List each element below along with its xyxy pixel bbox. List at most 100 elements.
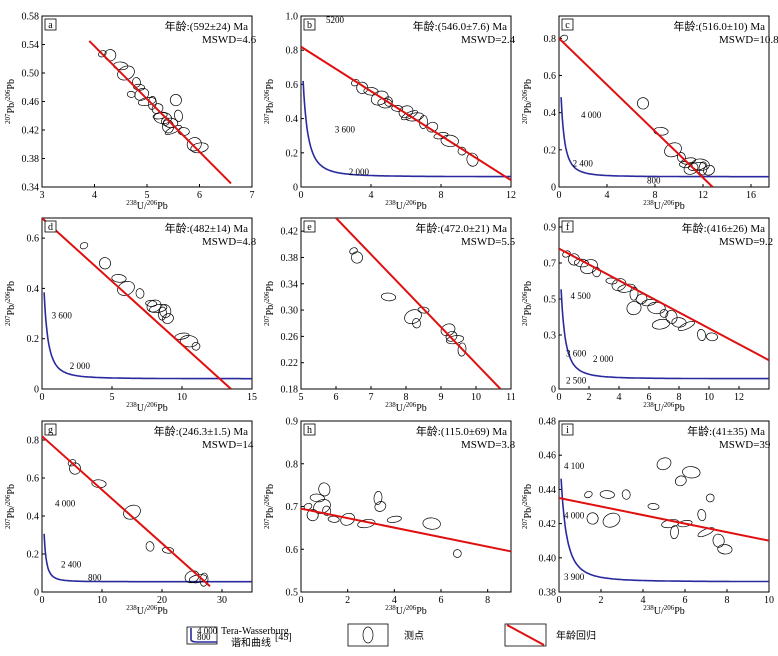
y-axis-label: 207Pb/206Pb bbox=[521, 79, 534, 124]
x-tick-label: 15 bbox=[247, 392, 257, 403]
x-tick-label: 0 bbox=[299, 595, 304, 606]
data-point-ellipse bbox=[691, 158, 710, 171]
plot-frame bbox=[558, 420, 770, 593]
data-point-ellipse bbox=[417, 306, 430, 314]
data-point-ellipse bbox=[374, 501, 387, 512]
y-tick-label: 0.2 bbox=[286, 148, 299, 159]
mswd-annotation: MSWD=3.8 bbox=[461, 439, 516, 451]
data-point-ellipse bbox=[303, 502, 313, 511]
y-tick-label: 0 bbox=[293, 183, 298, 194]
data-point-ellipse bbox=[674, 475, 687, 487]
concordia-curve bbox=[43, 292, 252, 380]
legend-concordia-subtitle: 谐和曲线 bbox=[231, 636, 271, 649]
plot-frame bbox=[300, 15, 512, 188]
data-point-ellipse bbox=[174, 109, 183, 122]
y-tick-label: 0.4 bbox=[27, 512, 40, 523]
data-point-ellipse bbox=[67, 459, 77, 467]
data-point-ellipse bbox=[322, 505, 332, 516]
concordia-age-label: 3 600 bbox=[566, 349, 587, 359]
x-tick-label: 12 bbox=[734, 392, 744, 403]
y-tick-label: 0.8 bbox=[286, 459, 299, 470]
y-tick-label: 0.4 bbox=[27, 284, 40, 295]
data-point-ellipse bbox=[373, 491, 383, 505]
panel-label-box bbox=[44, 18, 57, 31]
plot-frame bbox=[558, 15, 770, 188]
x-tick-label: 4 bbox=[605, 190, 610, 201]
y-tick-label: 0.6 bbox=[286, 545, 299, 556]
data-point-ellipse bbox=[682, 466, 701, 479]
regression-line bbox=[335, 218, 502, 389]
data-point-ellipse bbox=[602, 512, 621, 528]
y-tick-label: 0.2 bbox=[27, 550, 40, 561]
legend-regression-label: 年龄回归 bbox=[556, 629, 596, 642]
panel-label: d bbox=[48, 222, 53, 233]
x-tick-label: 8 bbox=[485, 595, 490, 606]
x-tick-label: 12 bbox=[506, 190, 516, 201]
concordia-age-label: 2 000 bbox=[593, 354, 614, 364]
data-point-ellipse bbox=[647, 503, 660, 510]
concordia-curve bbox=[302, 80, 511, 178]
data-point-ellipse bbox=[717, 544, 733, 555]
panel-label-box bbox=[561, 220, 574, 233]
panel-label: c bbox=[565, 20, 570, 31]
panel-label: e bbox=[307, 222, 312, 233]
data-point-ellipse bbox=[651, 318, 671, 330]
data-point-ellipse bbox=[146, 299, 162, 313]
concordia-curve bbox=[560, 289, 769, 380]
y-tick-label: 0.6 bbox=[27, 234, 40, 245]
y-tick-label: 0.44 bbox=[539, 485, 557, 496]
x-tick-label: 12 bbox=[698, 190, 708, 201]
y-tick-label: 0.18 bbox=[281, 385, 299, 396]
x-tick-label: 20 bbox=[157, 595, 167, 606]
plot-area bbox=[88, 40, 232, 185]
regression-line bbox=[301, 45, 511, 182]
data-point-ellipse bbox=[664, 142, 682, 158]
legend-concordia-title: Tera-Wasserburg bbox=[221, 626, 289, 637]
y-axis-label: 207Pb/206Pb bbox=[263, 484, 276, 529]
y-tick-label: 0.9 bbox=[286, 417, 299, 428]
concordia-curve bbox=[560, 478, 769, 583]
data-point-ellipse bbox=[398, 105, 414, 119]
y-tick-label: 0.5 bbox=[286, 588, 299, 599]
y-tick-label: 0.38 bbox=[539, 588, 557, 599]
data-point-ellipse bbox=[647, 301, 666, 315]
legend-regression-line bbox=[506, 624, 545, 646]
data-point-ellipse bbox=[184, 570, 200, 584]
plot-frame bbox=[558, 217, 770, 390]
y-axis-label: 207Pb/206Pb bbox=[4, 281, 17, 326]
panel-a: 3 4 5 6 7 0.34 0.38 0.42 0.46 0.50 0.54 0.58 238U/20… bbox=[4, 12, 257, 213]
concordia-age-label: 2 000 bbox=[349, 167, 370, 177]
concordia-curve bbox=[560, 97, 769, 178]
x-tick-label: 8 bbox=[404, 392, 409, 403]
age-annotation: 年龄:(546.0±7.6) Ma bbox=[413, 19, 507, 33]
x-tick-label: 0 bbox=[299, 190, 304, 201]
x-tick-label: 30 bbox=[217, 595, 227, 606]
plot-area bbox=[559, 457, 769, 583]
data-point-ellipse bbox=[656, 457, 672, 471]
panel-label-box bbox=[303, 18, 316, 31]
data-point-ellipse bbox=[677, 520, 693, 528]
data-point-ellipse bbox=[712, 533, 725, 548]
data-point-ellipse bbox=[440, 134, 459, 147]
x-axis-label: 238U/206Pb bbox=[385, 604, 427, 617]
data-point-ellipse bbox=[69, 462, 81, 475]
data-point-ellipse bbox=[637, 97, 649, 110]
data-point-ellipse bbox=[401, 110, 418, 121]
data-point-ellipse bbox=[687, 162, 707, 172]
x-tick-label: 0 bbox=[40, 595, 45, 606]
x-axis-label: 238U/206Pb bbox=[643, 199, 685, 212]
y-tick-label: 0.34 bbox=[281, 279, 299, 290]
x-axis-label: 238U/206Pb bbox=[126, 604, 168, 617]
x-tick-label: 0 bbox=[40, 392, 45, 403]
data-point-ellipse bbox=[697, 527, 715, 538]
data-point-ellipse bbox=[422, 517, 441, 530]
panel-label: i bbox=[566, 425, 569, 436]
y-tick-label: 0.8 bbox=[544, 34, 557, 45]
y-axis-label: 207Pb/206Pb bbox=[4, 79, 17, 124]
data-point-ellipse bbox=[351, 251, 363, 264]
y-tick-label: 0.2 bbox=[544, 145, 557, 156]
data-point-ellipse bbox=[384, 96, 393, 107]
age-annotation: 年龄:(246.3±1.5) Ma bbox=[154, 424, 248, 438]
x-axis-label: 238U/206Pb bbox=[385, 199, 427, 212]
